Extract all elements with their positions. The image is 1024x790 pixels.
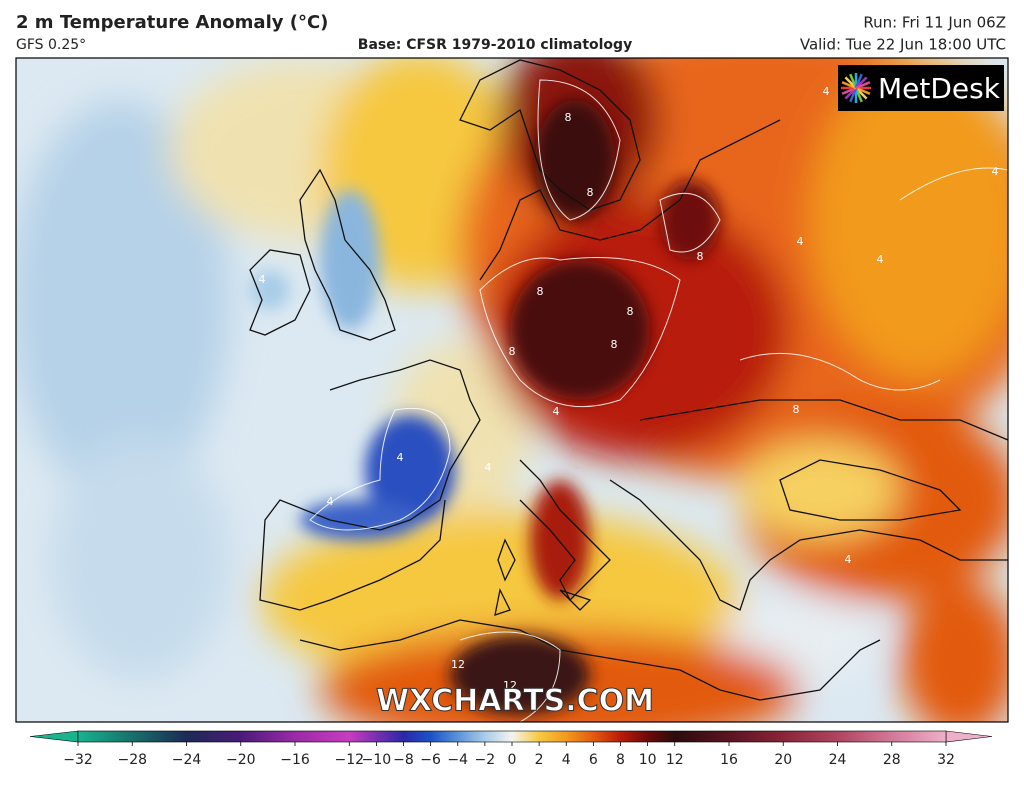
colorbar-tick-label: −28: [117, 752, 147, 768]
colorbar-tick-label: −4: [447, 752, 468, 768]
colorbar-tick-label: −16: [280, 752, 310, 768]
contour-label: 4: [485, 461, 492, 474]
logo-icon: [841, 73, 871, 103]
colorbar-tick-label: −32: [63, 752, 93, 768]
colorbar-tick-label: −24: [172, 752, 202, 768]
colorbar-extend-low: [29, 730, 79, 743]
contour-labels: 4 8 8 8 4 8 8 4 4 4 8 4 4 8 12 12 4 8 4 4: [259, 85, 999, 692]
title: 2 m Temperature Anomaly (°C): [16, 12, 328, 33]
colorbar-tick-label: 24: [829, 752, 847, 768]
contour-label: 4: [397, 451, 404, 464]
contour-label: 12: [451, 658, 465, 671]
contour-label: 8: [611, 338, 618, 351]
valid: Valid: Tue 22 Jun 18:00 UTC: [800, 36, 1006, 54]
contour-label: 8: [627, 305, 634, 318]
map-frame: [15, 57, 1009, 723]
colorbar-tick-label: 4: [562, 752, 571, 768]
colorbar-tick-label: −12: [334, 752, 364, 768]
contour-label: 8: [793, 403, 800, 416]
colorbar-tick-label: −6: [420, 752, 441, 768]
run: Run: Fri 11 Jun 06Z: [863, 14, 1006, 32]
contour-label: 4: [845, 553, 852, 566]
colorbar-tick-label: 0: [508, 752, 517, 768]
contour-label: 8: [587, 186, 594, 199]
logo-text: MetDesk: [878, 72, 1001, 105]
logo-ray: [855, 81, 871, 90]
contour-label: 8: [565, 111, 572, 124]
logo: MetDesk: [838, 65, 1004, 111]
contour-label: 8: [697, 250, 704, 263]
colorbar-tick-label: 20: [774, 752, 792, 768]
colorbar: −32 −28 −24 −20 −16 −12−10 −8 −6 −4 −2 0 2 4 6 8 10 12 16…: [29, 730, 993, 768]
contour-label: 12: [503, 679, 517, 692]
colorbar-tick-label: −20: [226, 752, 256, 768]
colorbar-tick-label: 10: [639, 752, 657, 768]
contour-label: 4: [877, 253, 884, 266]
contour-label: 4: [992, 165, 999, 178]
colorbar-extend-high: [945, 730, 993, 743]
colorbar-tick-label: −2: [475, 752, 496, 768]
base: Base: CFSR 1979-2010 climatology: [358, 37, 632, 53]
colorbar-tick-label: 12: [666, 752, 684, 768]
contour-label: 8: [537, 285, 544, 298]
colorbar-tick-label: 8: [616, 752, 625, 768]
colorbar-tick-label: 6: [589, 752, 598, 768]
watermark: WXCHARTS.COM: [376, 684, 654, 719]
colorbar-tick-label: 16: [720, 752, 738, 768]
contour-label: 4: [259, 273, 266, 286]
contour-label: 4: [327, 495, 334, 508]
colorbar-tick-label: 32: [937, 752, 955, 768]
contour-label: 8: [509, 345, 516, 358]
colorbar-tick-label: −8: [393, 752, 414, 768]
map: 4 8 8 8 4 8 8 4 4 4 8 4 4 8 12 12 4 8 4 4 WXCHARTS.COM: [16, 58, 1008, 722]
contour-label: 4: [797, 235, 804, 248]
model: GFS 0.25°: [16, 37, 86, 53]
contour-label: 4: [553, 405, 560, 418]
contour-label: 4: [823, 85, 830, 98]
colorbar-tick-label: 28: [883, 752, 901, 768]
colorbar-tick-label: 2: [535, 752, 544, 768]
colorbar-tick-label: −10: [362, 752, 392, 768]
colorbar-bar: [77, 730, 947, 743]
